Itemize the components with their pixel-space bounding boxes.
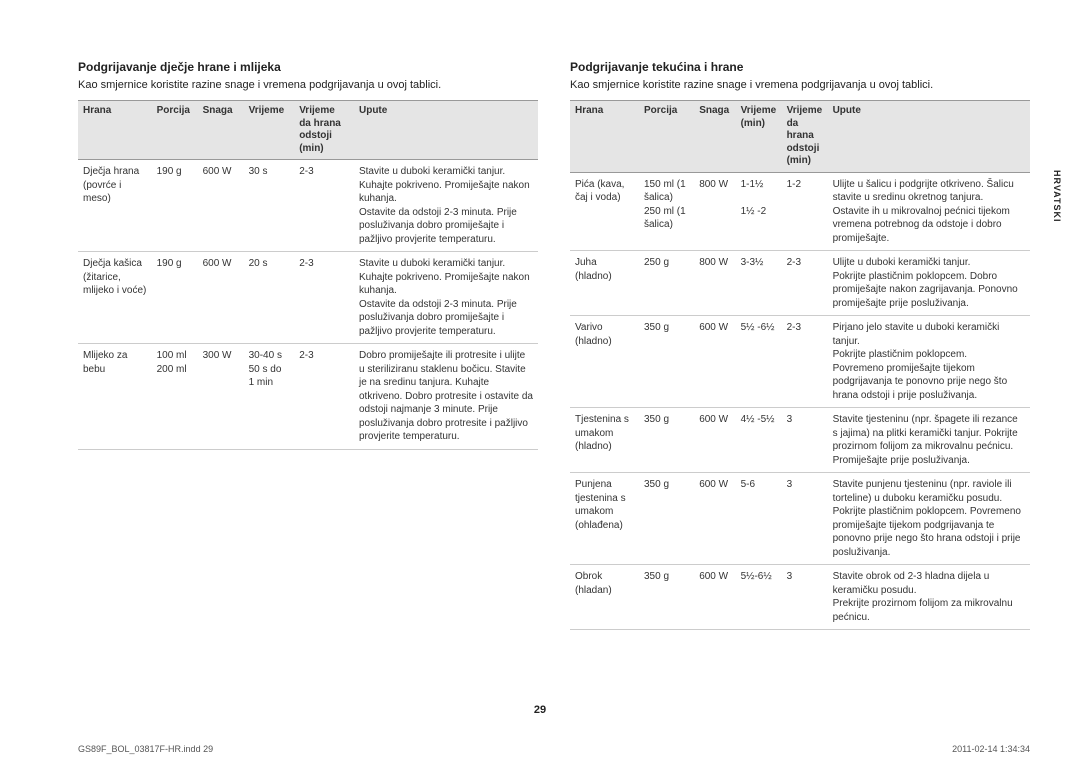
table-cell: 800 W (694, 172, 735, 251)
table-cell: Punjena tjestenina s umakom (ohlađena) (570, 473, 639, 565)
table-header-cell: Vrijeme da hrana odstoji (min) (294, 101, 354, 160)
table-cell: 5½-6½ (736, 565, 782, 630)
table-cell: Stavite u duboki keramički tanjur.Kuhajt… (354, 160, 538, 252)
table-cell: Ulijte u šalicu i podgrijte otkriveno. Š… (828, 172, 1030, 251)
table-row: Dječja kašica (žitarice, mlijeko i voće)… (78, 252, 538, 344)
right-column: Podgrijavanje tekućina i hrane Kao smjer… (570, 60, 1030, 630)
table-cell: 800 W (694, 251, 735, 316)
table-cell: Juha (hladno) (570, 251, 639, 316)
table-cell: Stavite punjenu tjesteninu (npr. raviole… (828, 473, 1030, 565)
table-cell: 3 (782, 408, 828, 473)
table-cell: 4½ -5½ (736, 408, 782, 473)
table-cell: Stavite u duboki keramički tanjur.Kuhajt… (354, 252, 538, 344)
table-header-cell: Snaga (694, 101, 735, 173)
table-cell: 300 W (198, 344, 244, 450)
table-cell: 30 s (244, 160, 295, 252)
right-table: HranaPorcijaSnagaVrijeme (min)Vrijeme da… (570, 100, 1030, 630)
table-cell: Obrok (hladan) (570, 565, 639, 630)
table-cell: 350 g (639, 408, 694, 473)
table-cell: 600 W (694, 473, 735, 565)
table-cell: 1-1½1½ -2 (736, 172, 782, 251)
table-cell: 600 W (694, 316, 735, 408)
table-cell: 2-3 (294, 344, 354, 450)
table-cell: 350 g (639, 316, 694, 408)
table-row: Varivo (hladno)350 g600 W5½ -6½2-3Pirjan… (570, 316, 1030, 408)
table-header-cell: Vrijeme da hrana odstoji (min) (782, 101, 828, 173)
right-section-title: Podgrijavanje tekućina i hrane (570, 60, 1030, 74)
table-cell: 150 ml (1 šalica)250 ml (1 šalica) (639, 172, 694, 251)
language-side-label: HRVATSKI (1052, 170, 1062, 223)
table-cell: 3 (782, 473, 828, 565)
table-row: Punjena tjestenina s umakom (ohlađena)35… (570, 473, 1030, 565)
table-cell: 100 ml200 ml (152, 344, 198, 450)
table-cell: Dječja hrana (povrće i meso) (78, 160, 152, 252)
table-row: Dječja hrana (povrće i meso)190 g600 W30… (78, 160, 538, 252)
table-cell: 2-3 (294, 160, 354, 252)
table-cell: Pića (kava, čaj i voda) (570, 172, 639, 251)
right-section-sub: Kao smjernice koristite razine snage i v… (570, 78, 1030, 92)
table-row: Pića (kava, čaj i voda)150 ml (1 šalica)… (570, 172, 1030, 251)
table-header-cell: Porcija (152, 101, 198, 160)
table-cell: 190 g (152, 160, 198, 252)
page-number: 29 (0, 704, 1080, 716)
table-cell: 3 (782, 565, 828, 630)
left-section-sub: Kao smjernice koristite razine snage i v… (78, 78, 538, 92)
table-cell: 20 s (244, 252, 295, 344)
table-cell: 350 g (639, 565, 694, 630)
two-column-layout: Podgrijavanje dječje hrane i mlijeka Kao… (78, 60, 1030, 630)
table-cell: Pirjano jelo stavite u duboki keramički … (828, 316, 1030, 408)
table-cell: 5-6 (736, 473, 782, 565)
left-table: HranaPorcijaSnagaVrijemeVrijeme da hrana… (78, 100, 538, 450)
table-cell: Stavite obrok od 2-3 hladna dijela u ker… (828, 565, 1030, 630)
table-cell: Stavite tjesteninu (npr. špagete ili rez… (828, 408, 1030, 473)
table-cell: 2-3 (294, 252, 354, 344)
table-cell: 600 W (198, 252, 244, 344)
table-row: Juha (hladno)250 g800 W3-3½2-3Ulijte u d… (570, 251, 1030, 316)
table-header-cell: Hrana (78, 101, 152, 160)
table-header-cell: Porcija (639, 101, 694, 173)
table-cell: Dječja kašica (žitarice, mlijeko i voće) (78, 252, 152, 344)
table-cell: Mlijeko za bebu (78, 344, 152, 450)
table-cell: 600 W (694, 408, 735, 473)
table-header-cell: Upute (828, 101, 1030, 173)
table-row: Tjestenina s umakom (hladno)350 g600 W4½… (570, 408, 1030, 473)
table-cell: 5½ -6½ (736, 316, 782, 408)
table-cell: 1-2 (782, 172, 828, 251)
table-cell: 2-3 (782, 251, 828, 316)
table-header-cell: Hrana (570, 101, 639, 173)
left-column: Podgrijavanje dječje hrane i mlijeka Kao… (78, 60, 538, 630)
table-header-cell: Vrijeme (min) (736, 101, 782, 173)
table-cell: Varivo (hladno) (570, 316, 639, 408)
table-header-cell: Upute (354, 101, 538, 160)
table-cell: 3-3½ (736, 251, 782, 316)
footer-file-info: GS89F_BOL_03817F-HR.indd 29 (78, 744, 213, 754)
table-header-cell: Vrijeme (244, 101, 295, 160)
table-header-cell: Snaga (198, 101, 244, 160)
table-cell: 350 g (639, 473, 694, 565)
footer-timestamp: 2011-02-14 1:34:34 (952, 744, 1030, 754)
table-cell: 250 g (639, 251, 694, 316)
table-cell: Ulijte u duboki keramički tanjur.Pokrijt… (828, 251, 1030, 316)
table-cell: 190 g (152, 252, 198, 344)
table-row: Obrok (hladan)350 g600 W5½-6½3Stavite ob… (570, 565, 1030, 630)
table-cell: 30-40 s50 s do 1 min (244, 344, 295, 450)
table-cell: 2-3 (782, 316, 828, 408)
table-row: Mlijeko za bebu100 ml200 ml300 W30-40 s5… (78, 344, 538, 450)
left-section-title: Podgrijavanje dječje hrane i mlijeka (78, 60, 538, 74)
table-cell: 600 W (694, 565, 735, 630)
table-cell: 600 W (198, 160, 244, 252)
table-cell: Tjestenina s umakom (hladno) (570, 408, 639, 473)
table-cell: Dobro promiješajte ili protresite i ulij… (354, 344, 538, 450)
